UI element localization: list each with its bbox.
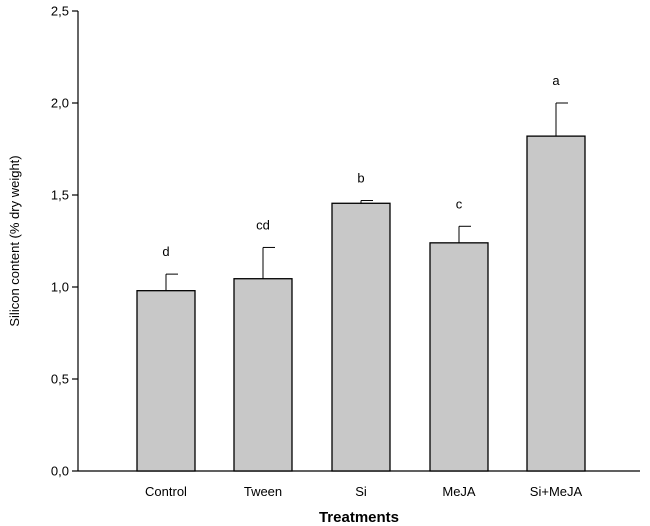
y-tick-label: 0,5 [51, 372, 69, 387]
bar-meja [429, 242, 489, 472]
x-category-labels: Control Tween Si MeJA Si+MeJA [145, 484, 582, 499]
y-tick-label: 0,0 [51, 464, 69, 479]
significance-letter: b [357, 171, 364, 186]
bar-tween [233, 278, 293, 472]
significance-letter: d [162, 244, 169, 259]
significance-letters: d cd b c a [162, 73, 560, 259]
bar-control [136, 290, 196, 472]
x-axis-label: Treatments [319, 509, 399, 526]
x-category-label: Si [355, 484, 367, 499]
bar-si-meja [526, 135, 586, 472]
x-category-label: Control [145, 484, 187, 499]
y-tick-label: 1,5 [51, 188, 69, 203]
y-tick-label: 2,5 [51, 4, 69, 19]
y-tick-label: 1,0 [51, 280, 69, 295]
x-category-label: Si+MeJA [530, 484, 583, 499]
x-category-label: MeJA [442, 484, 476, 499]
y-tick-label: 2,0 [51, 96, 69, 111]
significance-letter: c [456, 196, 463, 211]
error-bars [165, 102, 568, 291]
x-category-label: Tween [244, 484, 282, 499]
bar-si [331, 202, 391, 472]
significance-letter: a [552, 73, 560, 88]
y-axis-label: Silicon content (% dry weight) [7, 155, 22, 326]
y-ticks: 0,0 0,5 1,0 1,5 2,0 2,5 [51, 4, 78, 479]
bars [136, 135, 586, 472]
significance-letter: cd [256, 217, 270, 232]
